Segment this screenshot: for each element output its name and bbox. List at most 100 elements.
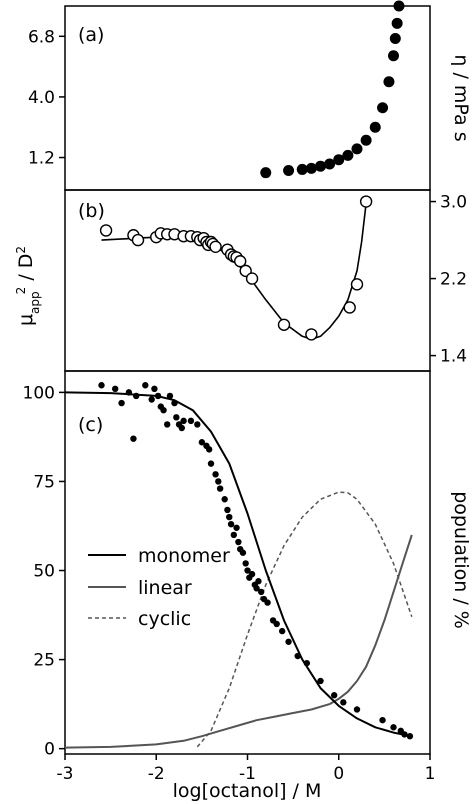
- population-point: [205, 446, 213, 453]
- dipole-point: [343, 301, 356, 314]
- dipole-point: [277, 318, 291, 331]
- population-point: [406, 732, 414, 740]
- dipole-point: [209, 240, 222, 254]
- viscosity-point: [389, 32, 401, 44]
- population-point: [303, 659, 311, 667]
- viscosity-point: [377, 102, 389, 114]
- population-point: [154, 392, 162, 400]
- population-point: [239, 549, 247, 556]
- population-point: [257, 588, 265, 596]
- viscosity-point: [391, 17, 403, 29]
- population-point: [227, 521, 235, 528]
- x-tick-label: -3: [57, 764, 74, 784]
- chart-marks: [64, 0, 414, 749]
- population-point: [180, 417, 187, 425]
- y-tick-label: 4.0: [28, 88, 55, 108]
- panel-a-ylabel: η / mPa s: [450, 54, 472, 141]
- population-point: [340, 699, 347, 706]
- panel-a-label: (a): [78, 24, 104, 46]
- y-tick-label: 1.2: [28, 149, 55, 169]
- population-point: [264, 599, 271, 606]
- population-point: [151, 385, 158, 393]
- population-point: [248, 570, 256, 578]
- linear-line: [64, 534, 413, 749]
- x-tick-label: -1: [239, 764, 256, 784]
- viscosity-point: [393, 0, 405, 12]
- viscosity-point: [283, 165, 295, 177]
- population-point: [244, 567, 251, 574]
- viscosity-point: [305, 162, 317, 174]
- panel-c-ylabel: population / %: [450, 491, 472, 629]
- y-tick-label: 50: [33, 562, 55, 582]
- population-point: [166, 392, 174, 400]
- population-point: [278, 627, 286, 635]
- panel-c-xlabel: log[octanol] / M: [173, 780, 322, 802]
- viscosity-point: [324, 158, 336, 170]
- panel-c-label: (c): [78, 414, 103, 436]
- dipole-point: [131, 233, 145, 247]
- population-point: [215, 478, 222, 485]
- population-point: [317, 677, 324, 685]
- x-tick-label: 1: [425, 764, 436, 784]
- population-point: [130, 435, 137, 442]
- population-point: [148, 396, 155, 403]
- viscosity-point: [296, 163, 308, 175]
- population-point: [230, 531, 238, 539]
- panel-b-ylabel: μapp2 / D2: [14, 246, 42, 326]
- population-point: [379, 716, 386, 724]
- dipole-point: [305, 328, 318, 341]
- population-point: [125, 389, 133, 396]
- population-point: [212, 471, 219, 478]
- viscosity-point: [360, 134, 372, 146]
- viscosity-point: [260, 167, 272, 179]
- population-point: [198, 439, 206, 446]
- dipole-point: [245, 272, 259, 285]
- population-point: [233, 524, 240, 531]
- legend-linear-label: linear: [138, 577, 192, 599]
- population-point: [285, 638, 292, 645]
- population-point: [207, 460, 215, 467]
- x-tick-label: 0: [333, 764, 344, 784]
- cyclic-line: [196, 491, 413, 748]
- viscosity-point: [351, 143, 363, 155]
- population-point: [216, 485, 224, 492]
- population-point: [273, 620, 280, 628]
- viscosity-point: [383, 76, 395, 88]
- population-point: [171, 399, 178, 407]
- population-point: [353, 706, 361, 713]
- legend-cyclic-label: cyclic: [138, 608, 191, 630]
- y-tick-label: 100: [23, 383, 55, 403]
- population-point: [160, 406, 167, 414]
- viscosity-point: [342, 149, 354, 161]
- population-point: [118, 399, 125, 407]
- y-tick-label: 1.4: [440, 347, 467, 367]
- population-point: [224, 506, 231, 514]
- population-point: [111, 385, 119, 393]
- dipole-point: [350, 278, 364, 291]
- population-point: [194, 421, 201, 428]
- monomer-line: [64, 391, 412, 738]
- y-tick-label: 6.8: [28, 27, 55, 47]
- population-point: [187, 417, 195, 425]
- population-point: [401, 731, 408, 738]
- axis-ticks: -3 -2 -1 0 1 1.2 4.0 6.8 1.4 2.2 3.0 0 25 50 75 100: [23, 27, 468, 784]
- population-point: [142, 382, 149, 389]
- population-point: [132, 392, 140, 400]
- y-tick-label: 25: [33, 651, 55, 671]
- dipole-point: [99, 224, 113, 237]
- panel-a-frame: [64, 5, 431, 191]
- viscosity-point: [388, 50, 399, 62]
- population-point: [173, 414, 180, 421]
- population-point: [255, 578, 262, 585]
- population-point: [221, 496, 228, 503]
- population-point: [164, 421, 171, 428]
- dipole-point: [359, 195, 373, 208]
- dipole-fit-line: [101, 203, 367, 341]
- population-point: [235, 538, 242, 546]
- population-point: [226, 513, 233, 521]
- x-tick-label: -2: [148, 764, 165, 784]
- viscosity-point: [333, 154, 345, 166]
- population-point: [98, 382, 105, 389]
- population-point: [390, 724, 397, 731]
